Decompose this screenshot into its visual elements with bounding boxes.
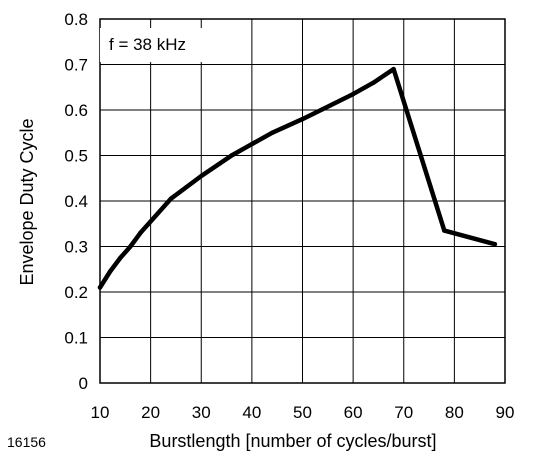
grid-layer xyxy=(100,19,505,383)
series-layer xyxy=(97,66,498,290)
data-point xyxy=(269,130,275,135)
y-tick-label: 0.1 xyxy=(64,329,88,348)
data-point xyxy=(128,244,133,249)
data-point xyxy=(320,106,325,112)
data-point xyxy=(371,80,376,85)
data-point xyxy=(118,255,123,261)
y-tick-label: 0.6 xyxy=(64,101,88,120)
data-point xyxy=(229,153,234,158)
tick-labels: 10 20 30 40 50 60 70 80 90 0 0.1 0.2 0.3 0.4 0.5 0.6 0.7… xyxy=(64,10,514,422)
x-tick-label: 50 xyxy=(293,403,312,422)
data-point xyxy=(249,141,255,147)
duty-cycle-series-line xyxy=(97,66,498,290)
x-tick-label: 40 xyxy=(242,403,261,422)
annotation-box xyxy=(100,28,224,62)
y-tick-label: 0.4 xyxy=(64,192,88,211)
frequency-annotation: f = 38 kHz xyxy=(109,35,186,54)
x-tick-label: 30 xyxy=(192,403,211,422)
figure-id: 16156 xyxy=(7,434,46,450)
y-tick-label: 0 xyxy=(79,374,88,393)
y-axis-title: Envelope Duty Cycle xyxy=(17,118,37,285)
y-tick-label: 0.2 xyxy=(64,283,88,302)
y-tick-label: 0.5 xyxy=(64,147,88,166)
x-tick-label: 70 xyxy=(394,403,413,422)
x-tick-label: 20 xyxy=(141,403,160,422)
x-tick-label: 10 xyxy=(91,403,110,422)
plot-frame xyxy=(99,18,506,384)
x-tick-label: 60 xyxy=(344,403,363,422)
data-point xyxy=(199,173,204,179)
data-point xyxy=(492,242,498,247)
data-point xyxy=(442,228,447,233)
data-point xyxy=(107,269,113,274)
y-tick-label: 0.3 xyxy=(64,238,88,257)
data-point xyxy=(168,196,174,201)
x-tick-label: 90 xyxy=(496,403,515,422)
data-point xyxy=(138,230,143,235)
data-point xyxy=(350,91,356,97)
data-point xyxy=(300,116,305,122)
y-tick-label: 0.7 xyxy=(64,56,88,75)
data-point xyxy=(391,66,396,72)
y-tick-label: 0.8 xyxy=(64,10,88,29)
x-tick-label: 80 xyxy=(445,403,464,422)
data-point xyxy=(148,219,153,224)
x-axis-title: Burstlength [number of cycles/burst] xyxy=(149,431,436,451)
